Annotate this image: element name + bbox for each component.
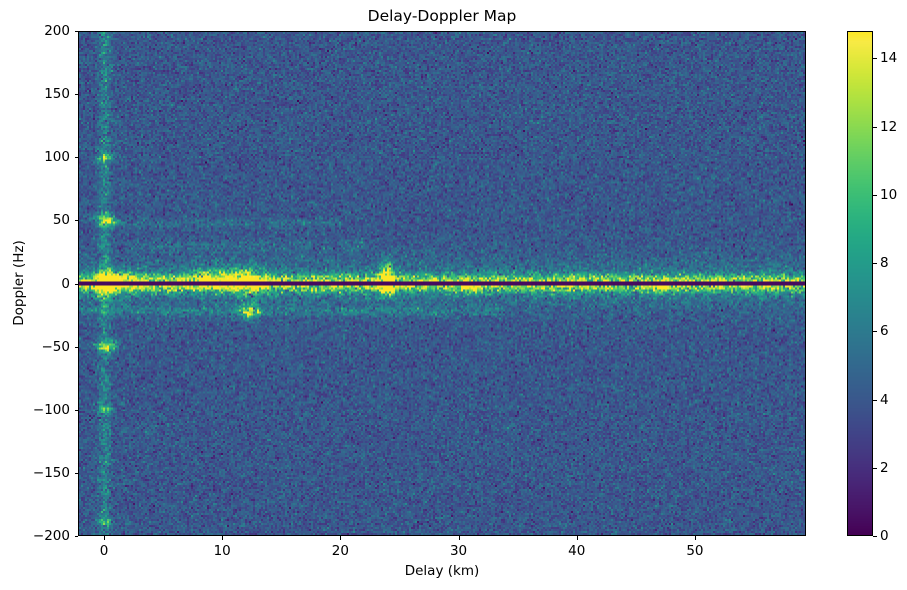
colorbar-tick-mark <box>873 467 877 469</box>
y-tick-mark <box>74 409 78 411</box>
y-tick-mark <box>74 220 78 222</box>
x-tick-label: 20 <box>331 543 349 559</box>
y-tick-label: −150 <box>32 464 70 481</box>
y-tick-label: 50 <box>52 212 70 229</box>
colorbar-tick-label: 6 <box>880 323 889 340</box>
y-tick-label: −50 <box>41 338 71 355</box>
colorbar-tick-label: 2 <box>880 459 889 476</box>
colorbar-tick-mark <box>873 263 877 265</box>
y-tick-label: −200 <box>32 528 70 544</box>
y-tick-label: −100 <box>32 401 70 418</box>
heatmap-image <box>79 32 805 535</box>
y-tick-mark <box>74 472 78 474</box>
y-tick-mark <box>74 536 78 537</box>
y-tick-mark <box>74 283 78 285</box>
colorbar-tick-mark <box>873 331 877 333</box>
x-tick-mark <box>222 536 224 540</box>
colorbar-tick-mark <box>873 536 877 537</box>
colorbar-tick-label: 14 <box>880 50 898 67</box>
y-tick-label: 150 <box>44 86 70 103</box>
x-tick-mark <box>576 536 578 540</box>
x-tick-label: 40 <box>568 543 586 559</box>
colorbar-tick-mark <box>873 399 877 401</box>
colorbar-tick-label: 8 <box>880 255 889 272</box>
x-tick-label: 10 <box>213 543 231 559</box>
delay-doppler-heatmap[interactable] <box>78 31 806 536</box>
y-tick-label: 0 <box>61 275 70 292</box>
x-axis-label: Delay (km) <box>404 563 480 579</box>
x-tick-mark <box>340 536 342 540</box>
colorbar-tick-label: 12 <box>880 118 898 135</box>
colorbar-tick-mark <box>873 126 877 128</box>
x-tick-mark <box>458 536 460 540</box>
colorbar-tick-label: 0 <box>880 528 889 544</box>
y-tick-mark <box>74 157 78 159</box>
x-tick-label: 30 <box>449 543 468 559</box>
colorbar[interactable] <box>847 31 873 536</box>
y-tick-mark <box>74 31 78 32</box>
page-title: Delay-Doppler Map <box>367 7 517 25</box>
y-tick-label: 200 <box>44 23 70 39</box>
colorbar-tick-mark <box>873 58 877 60</box>
colorbar-tick-label: 10 <box>880 186 898 203</box>
x-tick-mark <box>694 536 696 540</box>
colorbar-gradient <box>848 32 872 535</box>
y-tick-label: 100 <box>44 149 70 166</box>
x-tick-label: 50 <box>686 543 704 559</box>
y-tick-mark <box>74 94 78 96</box>
x-tick-label: 0 <box>99 543 109 559</box>
colorbar-tick-mark <box>873 194 877 196</box>
y-tick-mark <box>74 346 78 348</box>
y-axis-label: Doppler (Hz) <box>11 240 27 326</box>
colorbar-tick-label: 4 <box>880 391 889 408</box>
x-tick-mark <box>104 536 105 540</box>
